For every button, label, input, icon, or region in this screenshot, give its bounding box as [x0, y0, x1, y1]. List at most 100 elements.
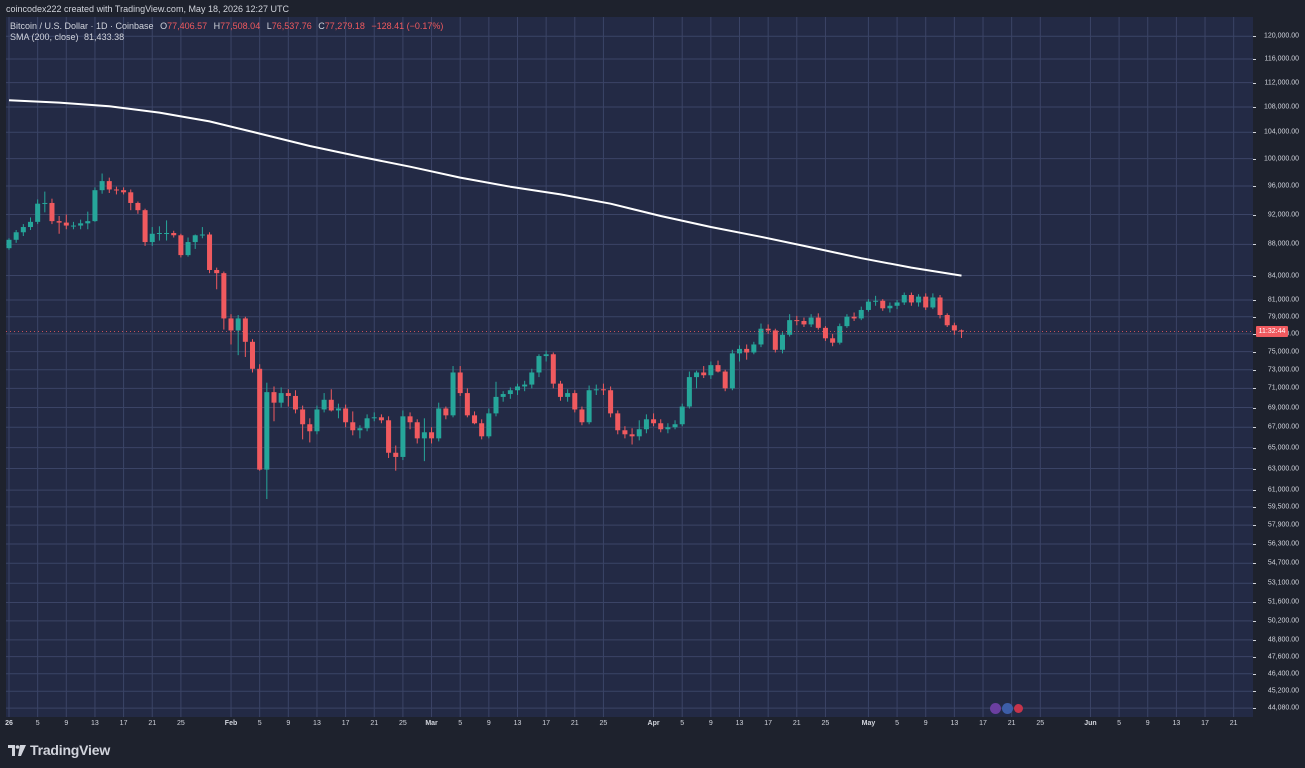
x-tick-label: 9 — [486, 720, 491, 727]
candle — [164, 220, 170, 241]
candle-body — [400, 416, 406, 457]
candle-body — [6, 239, 12, 249]
candle-body — [536, 356, 542, 373]
candle — [13, 230, 19, 243]
chart-plot-area[interactable] — [6, 17, 1253, 717]
candle-body — [70, 225, 76, 227]
candle — [615, 410, 621, 435]
footer-bar — [0, 731, 1305, 768]
y-tick-mark — [1253, 132, 1256, 134]
candle — [321, 393, 327, 413]
candle-body — [429, 432, 435, 439]
candle — [894, 299, 900, 310]
candle-body — [815, 317, 821, 328]
candle-body — [99, 181, 105, 191]
x-tick-label: 17 — [542, 720, 551, 727]
candle-body — [207, 234, 213, 270]
candle — [636, 420, 642, 441]
candle — [479, 419, 485, 440]
candle-body — [364, 418, 370, 429]
candle-body — [171, 233, 177, 236]
candle — [837, 323, 843, 345]
candle — [665, 423, 671, 434]
candle — [149, 227, 155, 246]
candle-body — [156, 233, 162, 235]
indicator-name[interactable]: SMA (200, close) — [10, 32, 79, 42]
candle — [307, 418, 313, 443]
candle-body — [106, 181, 112, 190]
y-tick-label: 56,300.00 — [1267, 540, 1299, 548]
chart-canvas[interactable] — [6, 17, 1253, 717]
event-flag-icon[interactable] — [1002, 703, 1013, 714]
candle-body — [113, 189, 119, 191]
y-tick-label: 96,000.00 — [1267, 182, 1299, 190]
y-tick-label: 84,000.00 — [1267, 272, 1299, 280]
event-flag-icon-2[interactable] — [1014, 704, 1023, 713]
price-axis[interactable]: 120,000.00 116,000.00 112,000.00 108,000.00… — [1253, 17, 1305, 717]
time-axis[interactable]: 26 5 9 13 17 21 25 Feb 5 9 13 17 21 25 Mar 5 9 13 17 21 25 Ap… — [0, 717, 1305, 731]
candle-body — [779, 334, 785, 350]
candle — [214, 267, 220, 290]
x-tick-label: 9 — [64, 720, 69, 727]
candle — [694, 370, 700, 389]
candle — [880, 299, 886, 311]
x-tick-label: 17 — [1201, 720, 1209, 727]
legend-indicator-row[interactable]: SMA (200, close) 81,433.38 — [10, 32, 443, 43]
candle-body — [858, 309, 864, 319]
candle — [171, 230, 177, 238]
candle — [715, 360, 721, 373]
events-markers[interactable] — [990, 703, 1024, 714]
y-tick-label: 108,000.00 — [1263, 103, 1299, 111]
candle — [651, 413, 657, 427]
candle — [70, 221, 76, 230]
candle-body — [164, 233, 170, 235]
candle — [249, 339, 256, 373]
candle — [600, 383, 606, 395]
candle-body — [765, 328, 771, 331]
candle-body — [335, 408, 341, 411]
candle — [686, 371, 692, 409]
candle-body — [622, 430, 628, 435]
candle-body — [350, 422, 356, 431]
candle-body — [751, 344, 757, 353]
candle — [400, 410, 406, 461]
candle — [830, 333, 836, 347]
y-tick-label: 57,900.00 — [1267, 521, 1299, 529]
candle — [142, 208, 148, 246]
candle — [851, 312, 857, 321]
high-label: H — [213, 21, 221, 31]
candle-body — [285, 393, 291, 396]
candle-body — [472, 415, 478, 424]
candle-body — [959, 330, 965, 332]
candle — [63, 214, 69, 230]
y-tick-label: 63,000.00 — [1267, 465, 1299, 473]
candle-body — [514, 386, 520, 391]
candle-body — [758, 328, 764, 345]
candle-body — [357, 428, 363, 431]
x-tick-label: 25 — [398, 720, 407, 727]
candle — [92, 187, 98, 222]
candle — [522, 380, 528, 392]
x-tick-label: 13 — [313, 720, 321, 727]
sma-line — [8, 99, 962, 277]
candle — [35, 199, 41, 225]
y-tick-mark — [1253, 506, 1256, 508]
symbol-name[interactable]: Bitcoin / U.S. Dollar · 1D · Coinbase — [10, 21, 154, 31]
event-lightning-icon[interactable] — [990, 703, 1001, 714]
candle-body — [608, 390, 614, 414]
y-tick-label: 54,700.00 — [1267, 559, 1299, 567]
candle — [192, 234, 198, 249]
legend-ohlc-row: Bitcoin / U.S. Dollar · 1D · Coinbase O7… — [10, 21, 443, 32]
x-tick-label: 5 — [35, 720, 40, 727]
candle-body — [801, 320, 807, 325]
y-tick-label: 88,000.00 — [1267, 240, 1299, 248]
y-tick-label: 112,000.00 — [1264, 79, 1299, 87]
candle-body — [199, 234, 205, 236]
x-tick-label: Apr — [647, 720, 660, 727]
candle-body — [729, 353, 735, 389]
candle — [436, 402, 442, 442]
brand-logo[interactable]: TradingView — [8, 742, 110, 758]
y-tick-mark — [1253, 602, 1256, 604]
y-tick-label: 100,000.00 — [1263, 155, 1299, 163]
candle — [744, 344, 750, 360]
